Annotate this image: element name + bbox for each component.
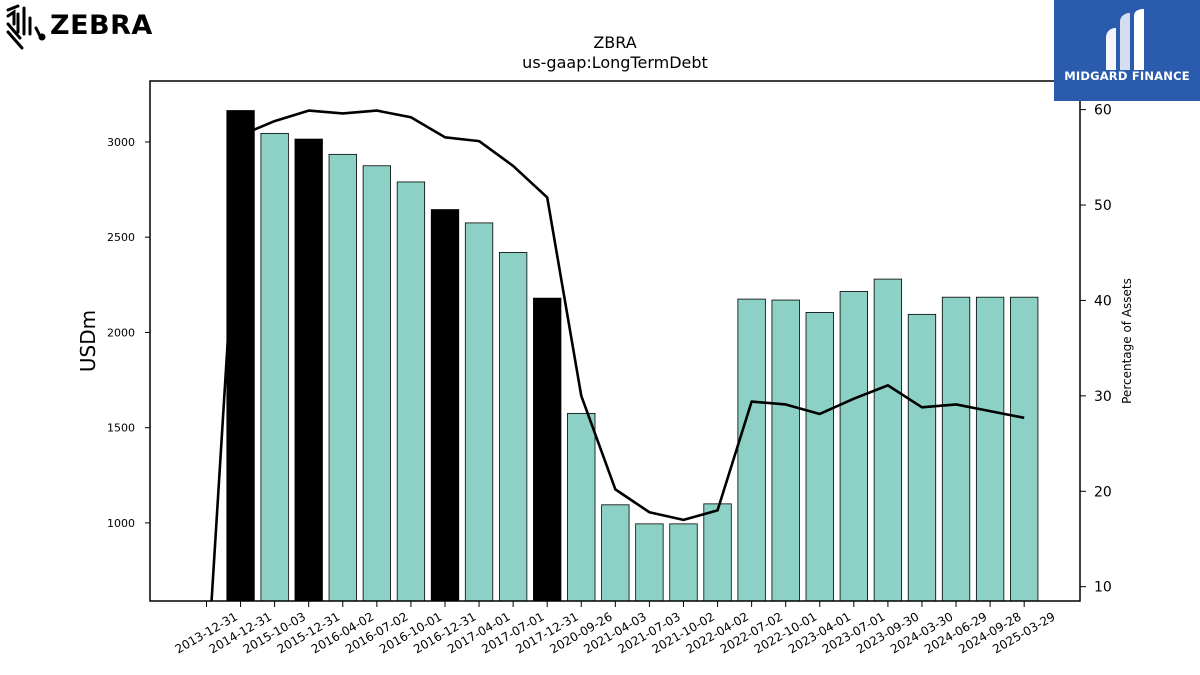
bar-2023-09-30 bbox=[873, 278, 903, 602]
line-layer bbox=[210, 109, 1025, 601]
midgard-wordmark: MIDGARD FINANCE bbox=[1064, 69, 1190, 83]
zebra-head-icon bbox=[6, 4, 46, 50]
bar-2016-04-02 bbox=[328, 153, 357, 602]
percentage-of-assets-line bbox=[210, 109, 1025, 601]
bar-2022-04-02 bbox=[703, 503, 732, 602]
y2-tick-label: 60 bbox=[1094, 103, 1112, 119]
bar-2024-06-29 bbox=[941, 296, 971, 602]
chart-title: ZBRA bbox=[593, 33, 636, 52]
y-tick-label: 2500 bbox=[107, 231, 135, 244]
plot-frame bbox=[149, 80, 1081, 602]
bar-2022-10-01 bbox=[771, 299, 800, 602]
y2-axis-label: Percentage of Assets bbox=[1120, 278, 1134, 404]
midgard-finance-logo: MIDGARD FINANCE bbox=[1054, 0, 1200, 101]
y-tick-label: 1000 bbox=[107, 517, 135, 530]
y-axis-label: USDm bbox=[76, 310, 100, 372]
bar-2023-07-01 bbox=[839, 291, 868, 602]
bar-2015-12-31 bbox=[294, 138, 323, 602]
y-tick-label: 2000 bbox=[107, 326, 135, 339]
bar-2020-09-26 bbox=[567, 412, 596, 602]
bar-2025-03-29 bbox=[1010, 296, 1039, 602]
zebra-logo: ZEBRA bbox=[4, 4, 154, 52]
bar-2017-12-31 bbox=[533, 297, 562, 602]
bars-layer bbox=[226, 110, 1039, 602]
midgard-mark-icon bbox=[1106, 9, 1144, 70]
bar-2015-10-03 bbox=[260, 132, 289, 602]
y2-tick-label: 10 bbox=[1094, 580, 1112, 596]
bar-2017-04-01 bbox=[464, 222, 494, 602]
bar-2014-12-31 bbox=[226, 110, 255, 602]
bar-2024-03-30 bbox=[907, 313, 937, 602]
bar-2017-07-01 bbox=[498, 252, 528, 602]
bar-2016-10-01 bbox=[396, 181, 426, 602]
y2-tick-label: 40 bbox=[1094, 293, 1112, 309]
y-tick-label: 3000 bbox=[107, 136, 135, 149]
bar-2022-07-02 bbox=[737, 298, 766, 602]
bar-2016-07-02 bbox=[362, 165, 392, 602]
y2-tick-label: 30 bbox=[1094, 389, 1112, 405]
bar-2023-04-01 bbox=[805, 312, 834, 602]
zebra-wordmark: ZEBRA bbox=[50, 10, 153, 41]
bar-2021-07-03 bbox=[635, 523, 664, 602]
y-tick-label: 1500 bbox=[107, 422, 135, 435]
bar-2021-10-02 bbox=[669, 523, 698, 602]
y2-tick-label: 20 bbox=[1094, 484, 1112, 500]
chart-subtitle: us-gaap:LongTermDebt bbox=[522, 53, 708, 72]
bar-2016-12-31 bbox=[430, 209, 460, 602]
bar-2021-04-03 bbox=[601, 504, 630, 602]
y2-tick-label: 50 bbox=[1094, 198, 1112, 214]
bar-2024-09-28 bbox=[975, 296, 1005, 602]
